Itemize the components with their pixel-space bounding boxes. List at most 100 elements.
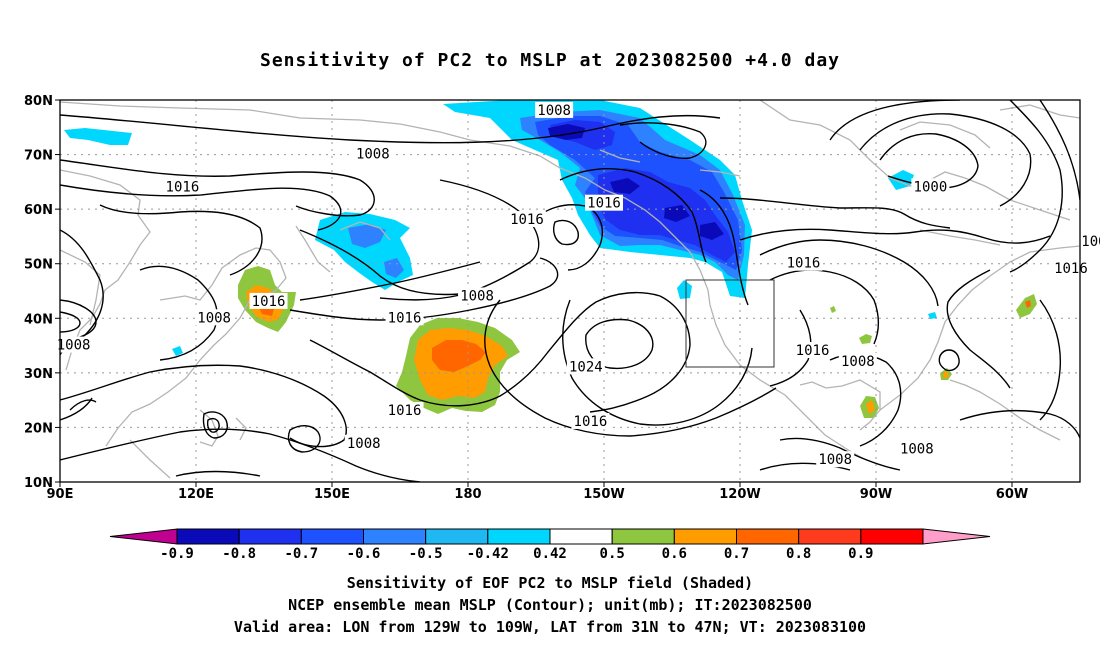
contour-label-bg	[535, 101, 574, 118]
lat-tick-label: 20N	[24, 421, 53, 436]
figure-title: Sensitivity of PC2 to MSLP at 2023082500…	[259, 50, 840, 71]
contour-label: 1016	[507, 211, 546, 228]
contour-label-bg	[1079, 232, 1100, 249]
contour-label-text: 1008	[537, 103, 571, 119]
contour-label: 1008	[897, 440, 936, 457]
contour-label-bg	[816, 451, 855, 468]
contour-label-text: 1016	[1054, 261, 1088, 277]
contour-label: 1008	[816, 451, 855, 468]
contour-label: 1016	[249, 292, 288, 310]
contour-label-bg	[195, 309, 234, 326]
contour-label-text: 1008	[347, 436, 381, 452]
contour-label: 1016	[1051, 260, 1090, 277]
contour-label-text: 1008	[818, 452, 852, 468]
colorbar-swatch	[798, 528, 862, 545]
contour-label-text: 1008	[900, 441, 934, 457]
contour-label: 1008	[54, 336, 93, 354]
contour-label-text: 1024	[569, 359, 603, 375]
contour-label-text: 1008	[197, 310, 231, 326]
lon-tick-label: 120W	[719, 487, 760, 502]
lat-tick-label: 40N	[24, 312, 53, 327]
contour-label: 1008	[535, 101, 574, 119]
colorbar-label: 0.5	[600, 546, 625, 562]
figure-caption: Sensitivity of EOF PC2 to MSLP field (Sh…	[0, 572, 1100, 638]
colorbar-swatch	[425, 528, 489, 545]
contour-label-bg	[571, 412, 610, 429]
contour-label: 1000	[911, 178, 950, 195]
contour-label-bg	[566, 358, 605, 375]
contour-label: 1008	[353, 145, 392, 163]
lat-tick-label: 10N	[24, 476, 53, 491]
colorbar-swatch	[736, 528, 800, 545]
contour-label: 1016	[784, 254, 823, 272]
contour-label-text: 1008	[841, 354, 875, 370]
contour-label-text: 1016	[388, 403, 422, 419]
contour-labels: 1008 1008 1016 1016 1016 1000 1008 1016 1016 1016…	[54, 101, 1100, 468]
contour-label: 1016	[585, 194, 623, 212]
contour-label: 1008	[458, 287, 497, 304]
contour-label-bg	[385, 402, 424, 419]
contour-label-bg	[585, 194, 623, 211]
colorbar-swatch	[238, 528, 302, 545]
colorbar-swatch	[611, 528, 675, 545]
contour-label: 1016	[385, 402, 424, 419]
lon-tick-label: 90W	[860, 487, 892, 502]
contour-label-text: 1016	[510, 212, 544, 228]
contour-label: 1016	[163, 178, 202, 195]
contour-label-bg	[344, 434, 383, 451]
contour-label: 1008	[1079, 232, 1100, 250]
colorbar-label: 0.9	[848, 546, 873, 562]
caption-line-3: Valid area: LON from 129W to 109W, LAT f…	[233, 618, 867, 636]
lat-tick-label: 60N	[24, 203, 53, 218]
lat-tick-label: 80N	[24, 94, 53, 109]
caption-line-2: NCEP ensemble mean MSLP (Contour); unit(…	[288, 596, 812, 614]
contour-label-bg	[838, 352, 877, 369]
contour-label-bg	[793, 342, 832, 359]
contour-label-bg	[911, 178, 950, 195]
colorbar-label: -0.9	[160, 546, 194, 562]
colorbar-label: 0.7	[724, 546, 749, 562]
contour-label: 1016	[571, 412, 610, 430]
lon-tick-label: 150E	[314, 487, 350, 502]
contour-label: 1008	[344, 434, 383, 452]
shaded-sensitivity	[64, 100, 1037, 418]
colorbar-max-arrow	[922, 528, 991, 545]
contour-label-bg	[458, 287, 497, 304]
contour-label-text: 1016	[787, 256, 821, 272]
colorbar-label: 0.8	[786, 546, 811, 562]
contour-label-text: 1016	[796, 343, 830, 359]
colorbar-swatch	[549, 528, 613, 545]
colorbar-min-arrow	[109, 528, 178, 545]
caption-line-1: Sensitivity of EOF PC2 to MSLP field (Sh…	[346, 574, 754, 592]
colorbar-label: -0.8	[222, 546, 256, 562]
lat-tick-label: 50N	[24, 258, 53, 273]
colorbar-label: -0.42	[467, 546, 509, 562]
contour-label: 1008	[195, 309, 234, 326]
mslp-contours	[60, 100, 1080, 482]
colorbar-swatch	[860, 528, 924, 545]
colorbar-label: 0.42	[533, 546, 567, 562]
contour-label-bg	[507, 211, 546, 228]
lat-tick-label: 70N	[24, 149, 53, 164]
contour-label-text: 1016	[587, 196, 621, 212]
contour-label-text: 1016	[574, 414, 608, 430]
contour-label-bg	[385, 309, 424, 326]
contour-label-bg	[784, 254, 823, 271]
contour-label-text: 1016	[388, 310, 422, 326]
map-axes: 90E 120E 150E 180 150W 120W 90W 60W 80N 70N 60N 50N…	[24, 94, 1028, 502]
colorbar-swatch	[300, 528, 365, 545]
contour-label-text: 1008	[57, 338, 91, 354]
colorbar-label: -0.6	[347, 546, 381, 562]
lat-tick-label: 30N	[24, 367, 53, 382]
coastlines	[60, 100, 1080, 479]
colorbar-swatch	[673, 528, 737, 545]
colorbar-swatch	[363, 528, 427, 545]
contour-label: 1024	[566, 358, 605, 375]
contour-label-text: 1000	[914, 179, 948, 195]
colorbar-label: -0.5	[409, 546, 443, 562]
colorbar: -0.9 -0.8 -0.7 -0.6 -0.5 -0.42 0.42 0.5 0.6 0.7 0.…	[109, 528, 991, 562]
lon-tick-label: 180	[454, 487, 481, 502]
lon-tick-label: 150W	[583, 487, 624, 502]
colorbar-label: -0.7	[284, 546, 318, 562]
